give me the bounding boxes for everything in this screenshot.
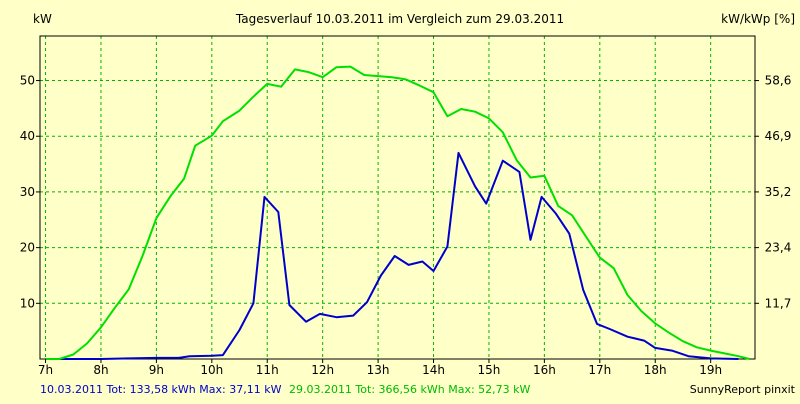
x-tick-label: 10h xyxy=(200,363,223,377)
x-tick-label: 16h xyxy=(533,363,556,377)
x-tick-label: 15h xyxy=(478,363,501,377)
x-tick-label: 19h xyxy=(699,363,722,377)
x-tick-label: 14h xyxy=(422,363,445,377)
y-tick-label-left: 50 xyxy=(20,74,35,88)
credit-label: SunnyReport pinxit xyxy=(690,383,796,396)
x-tick-label: 18h xyxy=(644,363,667,377)
x-tick-label: 9h xyxy=(149,363,164,377)
x-tick-label: 12h xyxy=(311,363,334,377)
y-tick-label-left: 30 xyxy=(20,185,35,199)
y-tick-label-right: 35,2 xyxy=(765,185,792,199)
x-tick-label: 11h xyxy=(256,363,279,377)
y-tick-label-right: 23,4 xyxy=(765,241,792,255)
y-tick-label-left: 10 xyxy=(20,296,35,310)
y-axis-right-label: kW/kWp [%] xyxy=(721,12,795,26)
x-tick-label: 7h xyxy=(38,363,53,377)
y-axis-left-label: kW xyxy=(33,12,52,26)
y-tick-label-right: 46,9 xyxy=(765,129,792,143)
legend-entry-blue: 10.03.2011 Tot: 133,58 kWh Max: 37,11 kW xyxy=(40,383,282,396)
x-tick-label: 13h xyxy=(367,363,390,377)
x-tick-label: 8h xyxy=(93,363,108,377)
chart-title: Tagesverlauf 10.03.2011 im Vergleich zum… xyxy=(235,12,564,26)
x-tick-label: 17h xyxy=(588,363,611,377)
y-tick-label-left: 20 xyxy=(20,241,35,255)
y-tick-label-right: 58,6 xyxy=(765,74,792,88)
legend-entry-green: 29.03.2011 Tot: 366,56 kWh Max: 52,73 kW xyxy=(289,383,531,396)
y-tick-label-left: 40 xyxy=(20,129,35,143)
y-tick-label-right: 11,7 xyxy=(765,296,792,310)
